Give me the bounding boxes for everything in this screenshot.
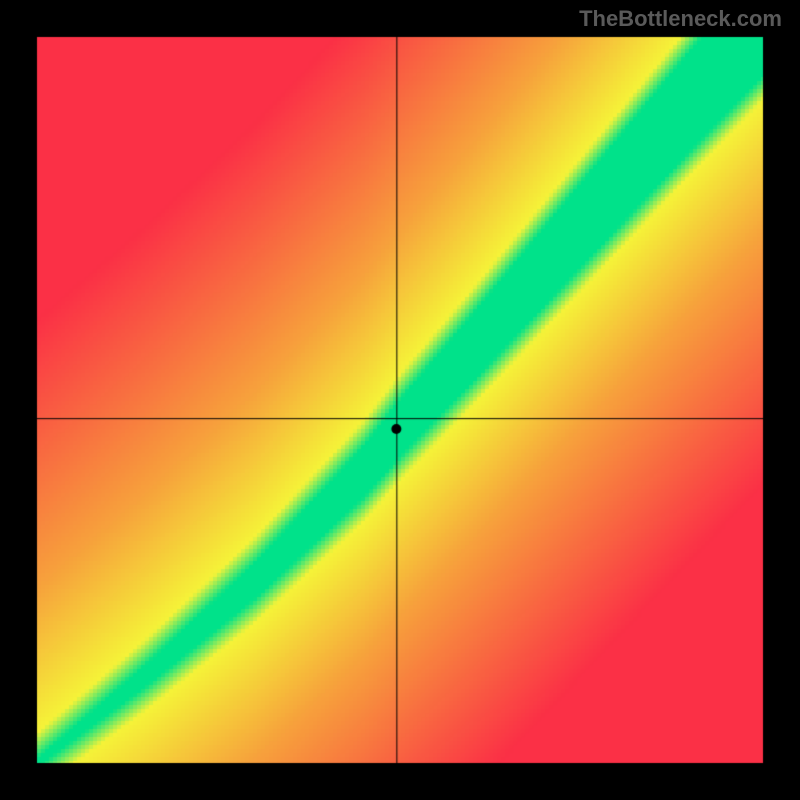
- watermark-text: TheBottleneck.com: [579, 6, 782, 32]
- chart-container: TheBottleneck.com: [0, 0, 800, 800]
- heatmap-canvas: [0, 0, 800, 800]
